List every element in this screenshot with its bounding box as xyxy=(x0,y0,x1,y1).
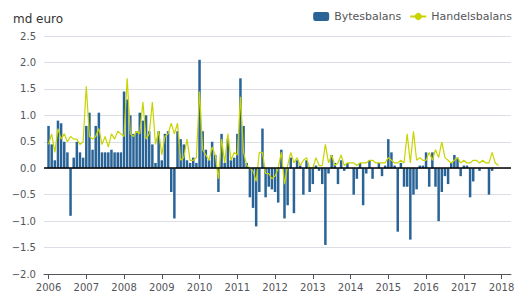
svg-text:2008: 2008 xyxy=(111,282,136,293)
svg-text:2006: 2006 xyxy=(36,282,61,293)
svg-text:1.0: 1.0 xyxy=(20,110,36,121)
svg-text:−2.0: −2.0 xyxy=(12,269,36,280)
svg-text:2018: 2018 xyxy=(489,282,514,293)
svg-text:2016: 2016 xyxy=(413,282,438,293)
svg-text:−1.5: −1.5 xyxy=(12,242,36,253)
svg-text:md euro: md euro xyxy=(13,12,63,26)
svg-text:2.0: 2.0 xyxy=(20,57,36,68)
svg-text:2017: 2017 xyxy=(451,282,476,293)
svg-text:Bytesbalans: Bytesbalans xyxy=(334,10,401,23)
svg-text:2015: 2015 xyxy=(376,282,401,293)
svg-text:2007: 2007 xyxy=(74,282,99,293)
svg-text:0.5: 0.5 xyxy=(20,136,36,147)
svg-text:2012: 2012 xyxy=(262,282,287,293)
svg-text:1.5: 1.5 xyxy=(20,83,36,94)
svg-text:−1.0: −1.0 xyxy=(12,216,36,227)
svg-text:0.0: 0.0 xyxy=(20,163,36,174)
svg-text:2009: 2009 xyxy=(149,282,174,293)
svg-text:2013: 2013 xyxy=(300,282,325,293)
svg-text:2014: 2014 xyxy=(338,282,363,293)
svg-text:2010: 2010 xyxy=(187,282,212,293)
svg-text:−0.5: −0.5 xyxy=(12,189,36,200)
svg-text:Handelsbalans: Handelsbalans xyxy=(431,10,512,23)
svg-text:2011: 2011 xyxy=(225,282,250,293)
svg-text:2.5: 2.5 xyxy=(20,31,36,42)
